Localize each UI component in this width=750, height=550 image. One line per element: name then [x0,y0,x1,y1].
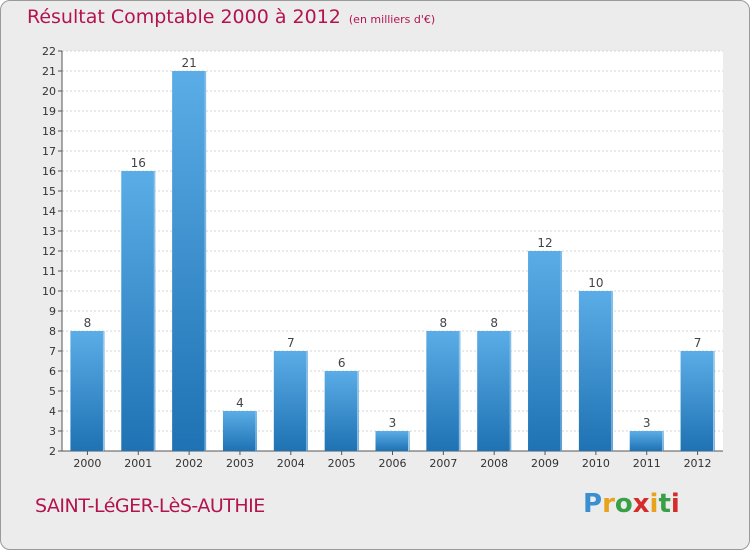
y-tick-label: 4 [49,405,56,418]
chart-unit-label: (en milliers d'€) [348,13,436,26]
y-tick-label: 19 [42,105,56,118]
bar-value-label: 10 [588,276,603,290]
bar-value-label: 4 [236,396,244,410]
y-tick-label: 15 [42,185,56,198]
y-tick-label: 2 [49,445,56,458]
y-tick-label: 21 [42,65,56,78]
y-tick-label: 13 [42,225,56,238]
x-tick-label: 2008 [480,457,508,470]
bar [324,371,359,451]
bar [578,291,613,451]
bar [222,411,257,451]
x-tick-label: 2009 [531,457,559,470]
y-tick-label: 3 [49,425,56,438]
bar-value-label: 8 [84,316,92,330]
commune-name: SAINT-LéGER-LèS-AUTHIE [35,495,265,517]
bar-value-label: 8 [440,316,448,330]
bar [121,171,156,451]
bar-value-label: 7 [694,336,702,350]
bar-value-label: 8 [490,316,498,330]
bar-value-label: 16 [131,156,146,170]
bar-value-label: 3 [643,416,651,430]
y-tick-label: 6 [49,365,56,378]
bar [680,351,715,451]
x-tick-label: 2003 [226,457,254,470]
logo-letter: x [632,489,650,519]
bar-value-label: 21 [181,56,196,70]
bar-value-label: 12 [537,236,552,250]
bar [375,431,410,451]
x-tick-label: 2001 [124,457,152,470]
x-tick-label: 2007 [429,457,457,470]
y-tick-label: 11 [42,265,56,278]
logo-letter: i [649,489,659,519]
bar [273,351,308,451]
y-tick-label: 8 [49,325,56,338]
logo-letter: r [602,489,615,519]
bar [528,251,563,451]
y-tick-label: 17 [42,145,56,158]
x-tick-label: 2011 [633,457,661,470]
x-tick-label: 2005 [328,457,356,470]
bar [477,331,512,451]
y-tick-label: 16 [42,165,56,178]
y-tick-label: 14 [42,205,56,218]
y-tick-label: 22 [42,45,56,58]
bar [629,431,664,451]
bar [426,331,461,451]
bar [70,331,105,451]
y-tick-label: 20 [42,85,56,98]
bar [172,71,207,451]
y-tick-label: 10 [42,285,56,298]
y-tick-label: 7 [49,345,56,358]
chart-title-block: Résultat Comptable 2000 à 2012 (en millie… [27,6,435,28]
logo-letter: P [583,489,603,519]
bar-value-label: 3 [389,416,397,430]
x-tick-label: 2004 [277,457,305,470]
y-tick-label: 9 [49,305,56,318]
x-tick-label: 2006 [379,457,407,470]
y-tick-label: 5 [49,385,56,398]
x-tick-label: 2000 [73,457,101,470]
y-tick-label: 12 [42,245,56,258]
logo-letter: o [614,489,633,519]
x-tick-label: 2010 [582,457,610,470]
logo-letter: i [670,489,680,519]
proxiti-logo[interactable]: Proxiti [583,489,680,519]
bar-value-label: 7 [287,336,295,350]
logo-letter: t [658,489,671,519]
chart-title: Résultat Comptable 2000 à 2012 [27,6,341,28]
x-tick-label: 2002 [175,457,203,470]
bar-value-label: 6 [338,356,346,370]
y-tick-label: 18 [42,125,56,138]
x-tick-label: 2012 [684,457,712,470]
